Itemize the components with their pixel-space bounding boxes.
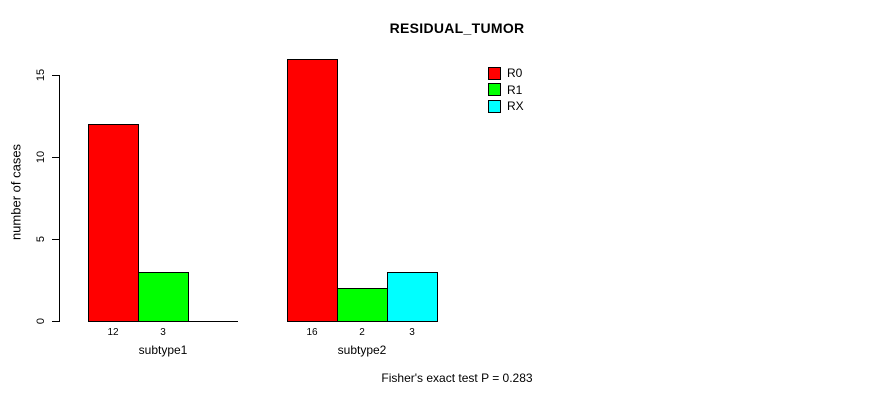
legend-swatch-r1 xyxy=(488,83,501,97)
legend: R0 R1 RX xyxy=(488,65,524,115)
y-axis-tick xyxy=(52,157,59,158)
y-axis-tick-label: 5 xyxy=(35,235,47,243)
y-axis-tick-label: 10 xyxy=(35,150,47,164)
y-axis-label: number of cases xyxy=(8,143,24,241)
category-label-subtype2: subtype2 xyxy=(337,343,387,357)
legend-item-r0: R0 xyxy=(488,65,524,82)
bar-value-label: 3 xyxy=(409,327,415,338)
bar-rx-subtype2 xyxy=(387,271,438,322)
chart-title: RESIDUAL_TUMOR xyxy=(389,20,525,36)
y-axis-tick xyxy=(52,75,59,76)
legend-label: R1 xyxy=(507,82,523,97)
footnote-stat-text: Fisher's exact test P = 0.283 xyxy=(381,371,533,385)
legend-label: R0 xyxy=(507,66,523,81)
bar-value-label: 3 xyxy=(160,327,166,338)
y-axis-line xyxy=(59,75,60,322)
legend-swatch-r0 xyxy=(488,66,501,80)
bar-r1-subtype2 xyxy=(337,288,388,322)
y-axis-tick-label: 0 xyxy=(35,317,47,325)
bar-value-label: 16 xyxy=(306,327,318,338)
legend-item-rx: RX xyxy=(488,98,524,115)
legend-label: RX xyxy=(507,99,524,114)
legend-item-r1: R1 xyxy=(488,82,524,99)
bar-r0-subtype2 xyxy=(287,58,338,322)
bar-r1-subtype1 xyxy=(138,271,189,322)
bar-value-label: 2 xyxy=(359,327,365,338)
y-axis-tick xyxy=(52,239,59,240)
y-axis-tick-label: 15 xyxy=(35,68,47,82)
category-label-subtype1: subtype1 xyxy=(138,343,188,357)
y-axis-tick xyxy=(52,321,59,322)
legend-swatch-rx xyxy=(488,99,501,113)
bar-r0-subtype1 xyxy=(88,124,139,322)
bar-value-label: 12 xyxy=(107,327,119,338)
